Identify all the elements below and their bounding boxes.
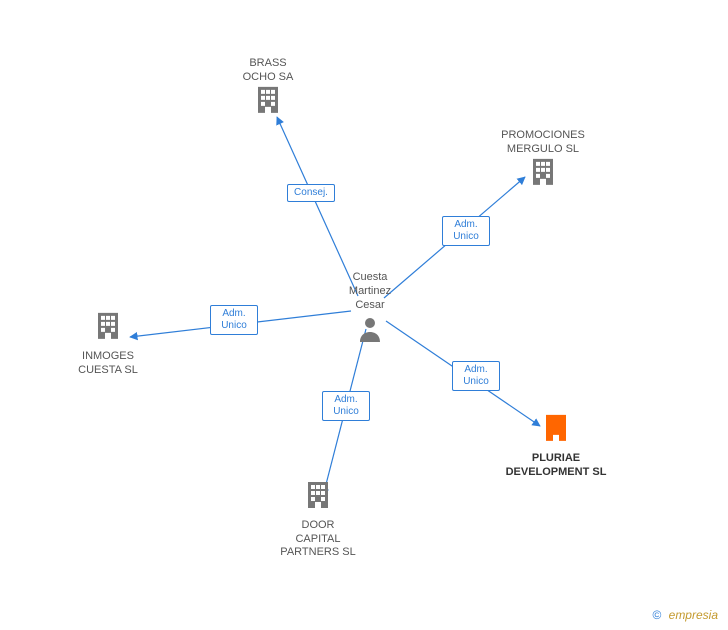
building-icon — [305, 480, 331, 510]
node-label: BRASS OCHO SA — [208, 57, 328, 85]
node-company[interactable]: DOOR CAPITAL PARTNERS SL — [258, 480, 378, 560]
node-company-highlight[interactable]: PLURIAE DEVELOPMENT SL — [496, 413, 616, 479]
diagram-canvas: Consej. Adm. Unico Adm. Unico Adm. Unico… — [0, 0, 728, 630]
building-icon — [530, 156, 556, 186]
edge-label: Adm. Unico — [452, 361, 500, 391]
building-icon — [543, 413, 569, 443]
edge-label: Adm. Unico — [442, 216, 490, 246]
copyright-symbol: © — [652, 608, 661, 622]
edge-line — [277, 117, 358, 296]
node-label: INMOGES CUESTA SL — [48, 350, 168, 378]
node-company[interactable]: INMOGES CUESTA SL — [48, 311, 168, 377]
node-label: DOOR CAPITAL PARTNERS SL — [258, 519, 378, 560]
attribution: © empresia — [652, 608, 718, 622]
edge-label: Consej. — [287, 184, 335, 202]
node-person-center[interactable]: Cuesta Martinez Cesar — [310, 271, 430, 349]
node-company[interactable]: PROMOCIONES MERGULO SL — [483, 125, 603, 191]
node-label: PROMOCIONES MERGULO SL — [483, 129, 603, 157]
edge-label: Adm. Unico — [322, 391, 370, 421]
node-company[interactable]: BRASS OCHO SA — [208, 53, 328, 119]
person-icon — [357, 316, 383, 344]
attribution-text: empresia — [669, 608, 718, 622]
node-label: Cuesta Martinez Cesar — [310, 271, 430, 312]
building-icon — [95, 311, 121, 341]
node-label: PLURIAE DEVELOPMENT SL — [496, 452, 616, 480]
edge-label: Adm. Unico — [210, 305, 258, 335]
building-icon — [255, 84, 281, 114]
